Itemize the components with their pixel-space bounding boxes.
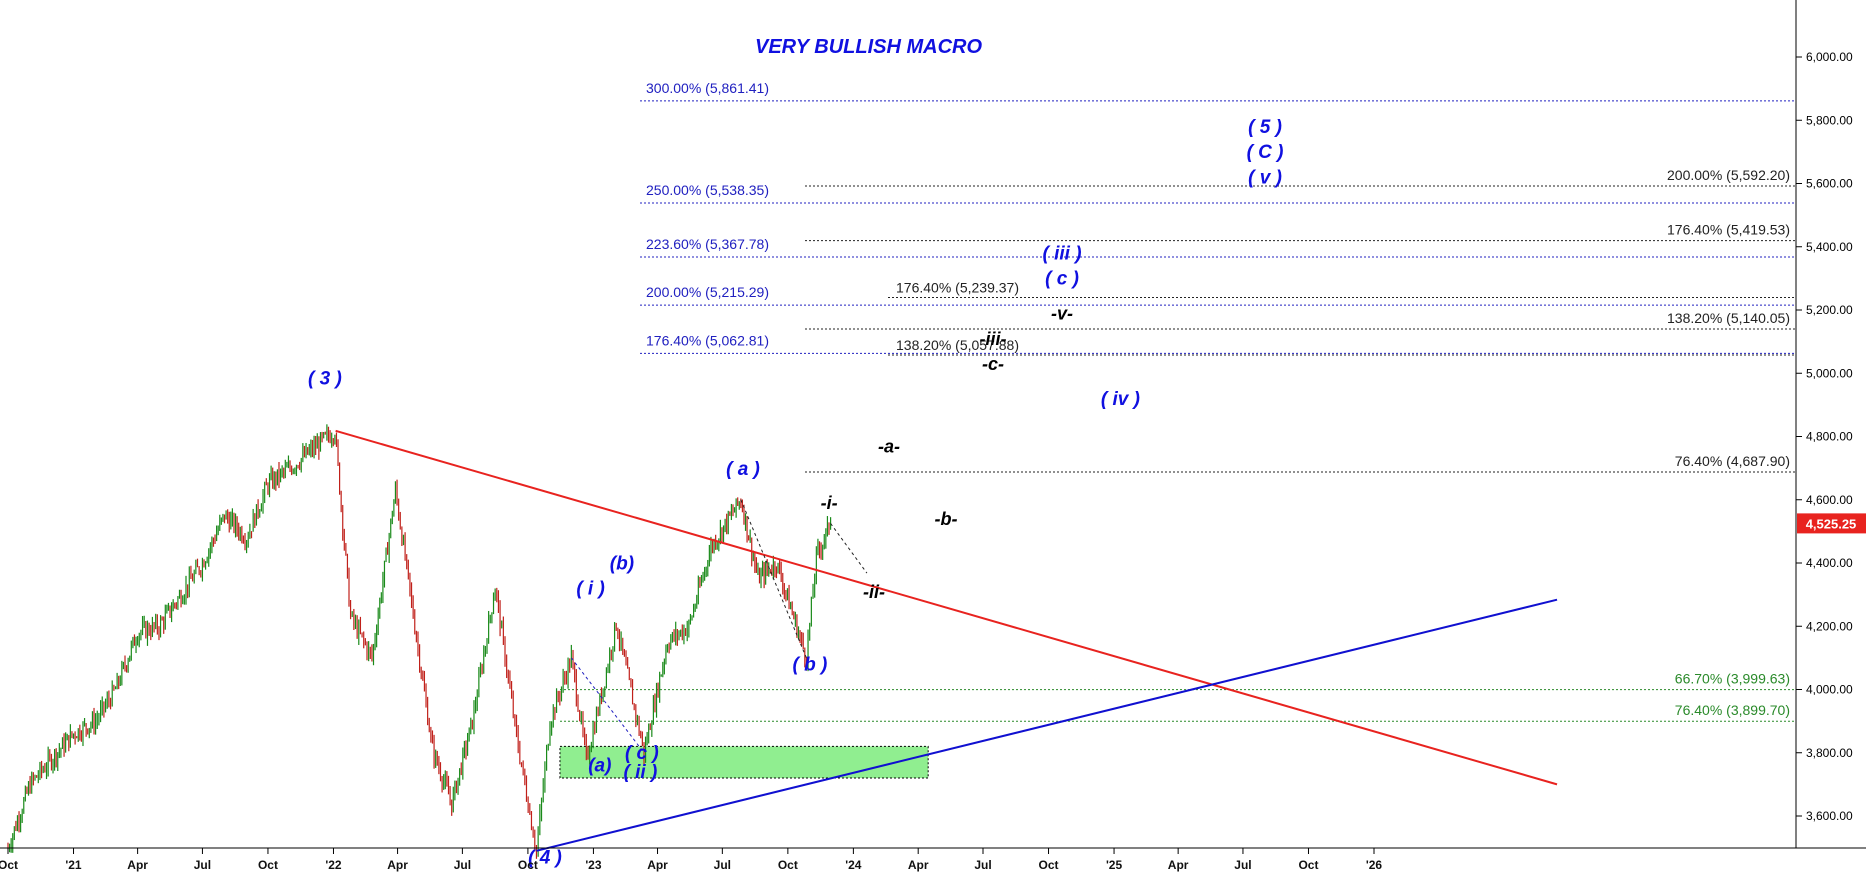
x-tick-label: Jul [974,858,991,872]
fib-label-right: 66.70% (3,999.63) [1675,671,1790,687]
wave-label: (a) [588,756,611,777]
x-tick-label: Jul [714,858,731,872]
y-tick-label: 4,000.00 [1806,683,1853,697]
wave-label: -c- [982,354,1004,374]
wave-connector [740,499,807,659]
trendlines [335,429,1558,852]
fib-label-left: 223.60% (5,367.78) [646,236,769,252]
fib-label-left: 200.00% (5,215.29) [646,284,769,300]
wave-label: ( c ) [1045,269,1079,290]
x-tick-label: Apr [1168,858,1189,872]
x-tick-label: Oct [1039,858,1059,872]
fib-label-right: 200.00% (5,592.20) [1667,167,1790,183]
support-zone [559,745,929,779]
x-tick-label: Apr [908,858,929,872]
y-tick-label: 4,200.00 [1806,619,1853,633]
wave-label: ( b ) [793,655,828,676]
x-tick-label: '26 [1366,858,1383,872]
wave-label: ( v ) [1248,168,1282,189]
wave-label: -ii- [863,582,885,602]
y-tick-label: 5,200.00 [1806,303,1853,317]
support-zone-layer [559,745,929,779]
wave-label: ( iv ) [1101,389,1140,410]
wave-label: -a- [878,436,900,456]
wave-label: ( 4 ) [528,847,562,868]
wave-label: ( C ) [1247,142,1284,163]
wave-label: ( ii ) [624,762,658,783]
y-tick-label: 3,800.00 [1806,746,1853,760]
y-tick-label: 4,600.00 [1806,493,1853,507]
x-tick-label: '23 [585,858,602,872]
wave-label: ( 5 ) [1248,117,1282,138]
wave-connector [830,523,868,574]
x-tick-label: Oct [0,858,18,872]
fib-label-left: 300.00% (5,861.41) [646,80,769,96]
x-tick-label: Oct [518,858,538,872]
x-tick-label: Apr [647,858,668,872]
wave-label: -b- [934,509,957,529]
fibonacci-levels: 300.00% (5,861.41) 250.00% (5,538.35) 223.… [560,80,1796,722]
wave-label: ( i ) [576,579,605,600]
price-series [7,424,832,859]
x-tick-label: Jul [454,858,471,872]
y-tick-label: 6,000.00 [1806,50,1853,64]
fib-label-mid: 176.40% (5,239.37) [896,280,1019,296]
fib-label-right: 138.20% (5,140.05) [1667,310,1790,326]
x-tick-label: Oct [258,858,278,872]
chart-title: VERY BULLISH MACRO [755,36,983,58]
wave-label: ( c ) [625,743,659,764]
x-tick-label: Jul [194,858,211,872]
wave-label: -iii- [979,329,1006,349]
wave-label: (b) [610,553,634,574]
fib-label-left: 250.00% (5,538.35) [646,182,769,198]
last-price-label: 4,525.25 [1806,516,1857,531]
x-tick-label: Oct [1298,858,1318,872]
fib-label-mid: 138.20% (5,057.88) [896,337,1019,353]
y-tick-label: 5,800.00 [1806,113,1853,127]
x-tick-label: Jul [1234,858,1251,872]
wave-label: -i- [821,493,838,513]
fib-label-right: 76.40% (4,687.90) [1675,453,1790,469]
y-tick-label: 5,400.00 [1806,240,1853,254]
last-price-tag [1797,513,1866,534]
y-tick-label: 3,600.00 [1806,809,1853,823]
y-tick-label: 4,400.00 [1806,556,1853,570]
fib-label-right: 176.40% (5,419.53) [1667,222,1790,238]
x-tick-label: '21 [65,858,82,872]
fib-label-right: 76.40% (3,899.70) [1675,702,1790,718]
fib-label-left: 176.40% (5,062.81) [646,332,769,348]
y-tick-label: 5,000.00 [1806,366,1853,380]
y-tick-label: 5,600.00 [1806,177,1853,191]
x-tick-label: '22 [325,858,342,872]
wave-labels: ( 3 )( 4 )( i )(b)(a)( c )( ii )( a )( b… [308,117,1283,869]
wave-label: ( 3 ) [308,368,342,389]
x-tick-label: '25 [1106,858,1123,872]
wave-connector [570,657,645,754]
wave-label: -v- [1051,303,1073,323]
x-tick-label: Oct [778,858,798,872]
x-tick-label: '24 [845,858,862,872]
x-tick-label: Apr [387,858,408,872]
x-tick-label: Apr [127,858,148,872]
wave-label: ( a ) [726,459,760,480]
trendline [536,598,1558,852]
trendline [335,429,1558,786]
wave-label: ( iii ) [1043,243,1082,264]
y-tick-label: 4,800.00 [1806,430,1853,444]
